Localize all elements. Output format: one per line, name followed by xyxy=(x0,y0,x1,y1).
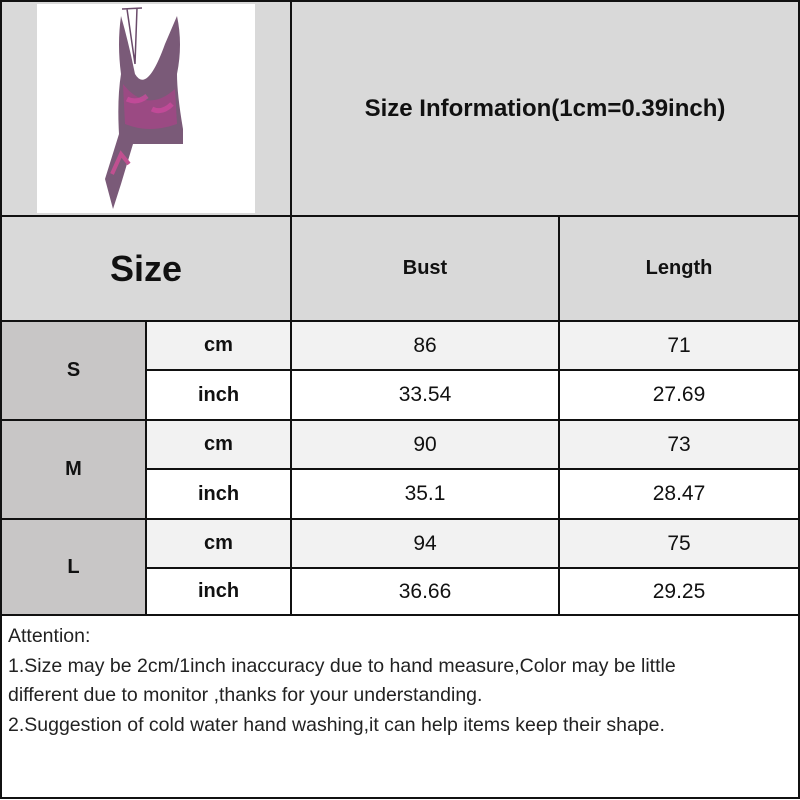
product-photo xyxy=(37,4,255,213)
unit-inch: inch xyxy=(145,468,292,520)
bust-inch-s: 33.54 xyxy=(290,369,560,421)
length-cm-l: 75 xyxy=(558,518,800,569)
attention-line-1: 1.Size may be 2cm/1inch inaccuracy due t… xyxy=(8,654,676,677)
bust-header: Bust xyxy=(290,215,560,322)
length-cm-s: 71 xyxy=(558,320,800,371)
length-inch-m: 28.47 xyxy=(558,468,800,520)
dress-image xyxy=(105,7,183,209)
attention-line-3: 2.Suggestion of cold water hand washing,… xyxy=(8,713,665,736)
bust-inch-l: 36.66 xyxy=(290,567,560,616)
unit-cm: cm xyxy=(145,320,292,371)
size-header: Size xyxy=(0,215,292,322)
bust-inch-m: 35.1 xyxy=(290,468,560,520)
attention-heading: Attention: xyxy=(8,625,91,647)
attention-note: Attention: 1.Size may be 2cm/1inch inacc… xyxy=(0,614,800,799)
size-info-title: Size Information(1cm=0.39inch) xyxy=(290,0,800,217)
length-inch-l: 29.25 xyxy=(558,567,800,616)
bust-cm-s: 86 xyxy=(290,320,560,371)
unit-inch: inch xyxy=(145,369,292,421)
attention-line-2: different due to monitor ,thanks for you… xyxy=(8,684,483,707)
size-label-m: M xyxy=(0,419,147,520)
length-inch-s: 27.69 xyxy=(558,369,800,421)
product-image-cell xyxy=(0,0,292,217)
unit-inch: inch xyxy=(145,567,292,616)
unit-cm: cm xyxy=(145,518,292,569)
length-header: Length xyxy=(558,215,800,322)
size-label-s: S xyxy=(0,320,147,421)
bust-cm-m: 90 xyxy=(290,419,560,470)
size-label-l: L xyxy=(0,518,147,616)
bust-cm-l: 94 xyxy=(290,518,560,569)
unit-cm: cm xyxy=(145,419,292,470)
length-cm-m: 73 xyxy=(558,419,800,470)
